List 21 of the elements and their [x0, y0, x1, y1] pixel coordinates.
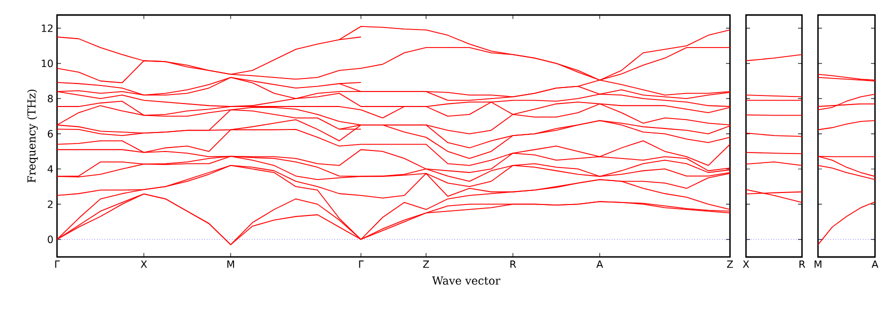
x-tick-label: X	[140, 260, 147, 268]
x-tick-label: Z	[423, 260, 430, 268]
y-tick-label: 4	[48, 165, 53, 173]
x-tick-label: A	[596, 260, 604, 268]
x-tick-label: X	[742, 260, 750, 268]
y-axis-title: Frequency (THz)	[27, 90, 38, 183]
y-tick-label: 2	[48, 200, 52, 208]
x-tick-label: Γ	[359, 260, 364, 268]
y-tick-label: 12	[42, 24, 52, 32]
x-axis-title: Wave vector	[432, 276, 500, 285]
x-tick-label: Z	[727, 260, 733, 268]
x-tick-label: M	[227, 260, 234, 268]
x-tick-label: A	[872, 260, 878, 268]
y-tick-label: 6	[48, 130, 53, 138]
x-tick-label: M	[814, 260, 822, 268]
y-tick-label: 10	[42, 60, 53, 68]
y-tick-label: 0	[48, 236, 53, 244]
x-tick-label: Γ	[55, 260, 60, 268]
x-tick-label: R	[510, 260, 516, 268]
y-tick-label: 8	[48, 94, 53, 102]
x-tick-label: R	[800, 260, 806, 268]
